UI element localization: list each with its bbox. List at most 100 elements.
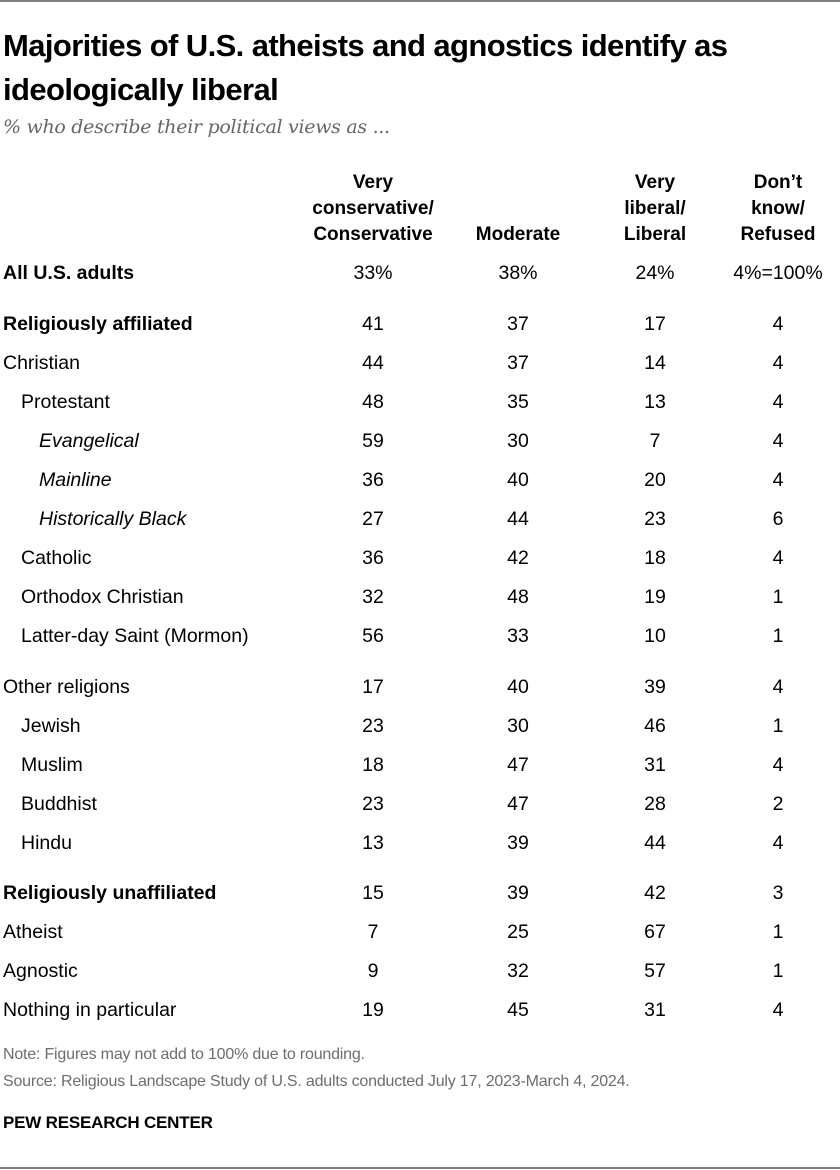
table-row: Evangelical 59 30 7 4 — [0, 426, 840, 456]
cell-value: 40 — [507, 469, 529, 491]
chart-subtitle: % who describe their political views as … — [3, 116, 390, 138]
chart-title: Majorities of U.S. atheists and agnostic… — [3, 28, 728, 107]
brand-logo-text: PEW RESEARCH CENTER — [3, 1113, 213, 1132]
table-row: Other religions 17 40 39 4 — [0, 672, 840, 702]
cell-value: 13 — [644, 391, 666, 413]
row-label: Orthodox Christian — [21, 586, 184, 608]
cell-value: 48 — [362, 391, 384, 413]
cell-value: 59 — [362, 430, 384, 452]
cell-value: 36 — [362, 547, 384, 569]
cell-value: 4 — [772, 313, 784, 335]
cell-value: 45 — [507, 999, 529, 1021]
cell-value: 42 — [507, 547, 529, 569]
cell-value: 23 — [362, 793, 384, 815]
cell-value: 20 — [644, 469, 666, 491]
cell-value: 44 — [507, 508, 529, 530]
cell-value: 7 — [649, 430, 661, 452]
table-row: Hindu 13 39 44 4 — [0, 828, 840, 858]
cell-value: 47 — [507, 793, 529, 815]
cell-value: 1 — [772, 586, 784, 608]
cell-value: 31 — [644, 754, 666, 776]
table-row: Atheist 7 25 67 1 — [0, 917, 840, 947]
cell-value: 44 — [362, 352, 384, 374]
row-label: Protestant — [21, 391, 110, 413]
cell-value: 7 — [367, 921, 379, 943]
column-headers: Very conservative/Conservative Moderate Ver… — [0, 160, 840, 248]
cell-value: 27 — [362, 508, 384, 530]
row-label: Jewish — [21, 715, 81, 737]
table-row: Muslim 18 47 31 4 — [0, 750, 840, 780]
table-row: Religiously unaffiliated 15 39 42 3 — [0, 878, 840, 908]
row-label: Religiously unaffiliated — [3, 882, 217, 904]
cell-value: 17 — [644, 313, 666, 335]
cell-value: 19 — [362, 999, 384, 1021]
cell-value: 2 — [772, 793, 784, 815]
row-label: All U.S. adults — [3, 262, 135, 284]
column-header: Very conservative/Conservative — [312, 172, 434, 245]
cell-value: 44 — [644, 832, 666, 854]
cell-value: 4 — [772, 754, 784, 776]
row-label: Latter-day Saint (Mormon) — [21, 625, 249, 647]
cell-value: 4 — [772, 547, 784, 569]
row-label: Catholic — [21, 547, 92, 569]
cell-value: 3 — [772, 882, 784, 904]
row-label: Christian — [3, 352, 80, 374]
cell-value: 18 — [362, 754, 384, 776]
cell-value: 4 — [772, 469, 784, 491]
row-label: Agnostic — [3, 960, 78, 982]
row-label: Mainline — [39, 469, 112, 491]
cell-value: 31 — [644, 999, 666, 1021]
cell-value: 24% — [635, 262, 675, 284]
cell-value: 42 — [644, 882, 666, 904]
row-label: Hindu — [21, 832, 72, 854]
cell-value: 23 — [362, 715, 384, 737]
cell-value: 1 — [772, 625, 784, 647]
cell-value: 14 — [644, 352, 666, 374]
table-row: Christian 44 37 14 4 — [0, 348, 840, 378]
cell-value: 37 — [507, 352, 529, 374]
table-row: Agnostic 9 32 57 1 — [0, 956, 840, 986]
column-header: Very liberal/Liberal — [623, 172, 687, 245]
table-row: Nothing in particular 19 45 31 4 — [0, 995, 840, 1025]
cell-value: 39 — [507, 882, 529, 904]
row-label: Nothing in particular — [3, 999, 177, 1021]
row-label: Evangelical — [39, 430, 139, 452]
cell-value: 9 — [367, 960, 379, 982]
cell-value: 32 — [507, 960, 529, 982]
top-rule — [0, 0, 840, 2]
cell-value: 57 — [644, 960, 666, 982]
cell-value: 37 — [507, 313, 529, 335]
cell-value: 40 — [507, 676, 529, 698]
cell-value: 32 — [362, 586, 384, 608]
cell-value: 1 — [772, 715, 784, 737]
row-label: Historically Black — [39, 508, 187, 530]
cell-value: 39 — [644, 676, 666, 698]
cell-value: 4 — [772, 352, 784, 374]
column-header: Don’t know/Refused — [740, 172, 816, 245]
cell-value: 4 — [772, 430, 784, 452]
cell-value: 4%=100% — [733, 262, 823, 284]
note: Note: Figures may not add to 100% due to… — [3, 1046, 365, 1063]
column-header: Moderate — [475, 224, 561, 245]
cell-value: 15 — [362, 882, 384, 904]
cell-value: 1 — [772, 960, 784, 982]
cell-value: 28 — [644, 793, 666, 815]
cell-value: 41 — [362, 313, 384, 335]
cell-value: 4 — [772, 391, 784, 413]
bottom-rule — [0, 1167, 840, 1169]
table-row: Buddhist 23 47 28 2 — [0, 789, 840, 819]
row-label: Atheist — [3, 921, 63, 943]
source: Source: Religious Landscape Study of U.S… — [3, 1073, 630, 1090]
row-label: Buddhist — [21, 793, 97, 815]
cell-value: 13 — [362, 832, 384, 854]
table-row: Protestant 48 35 13 4 — [0, 387, 840, 417]
cell-value: 25 — [507, 921, 529, 943]
cell-value: 30 — [507, 430, 529, 452]
cell-value: 4 — [772, 832, 784, 854]
cell-value: 35 — [507, 391, 529, 413]
cell-value: 30 — [507, 715, 529, 737]
cell-value: 33% — [353, 262, 393, 284]
row-label: Religiously affiliated — [3, 313, 193, 335]
cell-value: 19 — [644, 586, 666, 608]
cell-value: 4 — [772, 999, 784, 1021]
